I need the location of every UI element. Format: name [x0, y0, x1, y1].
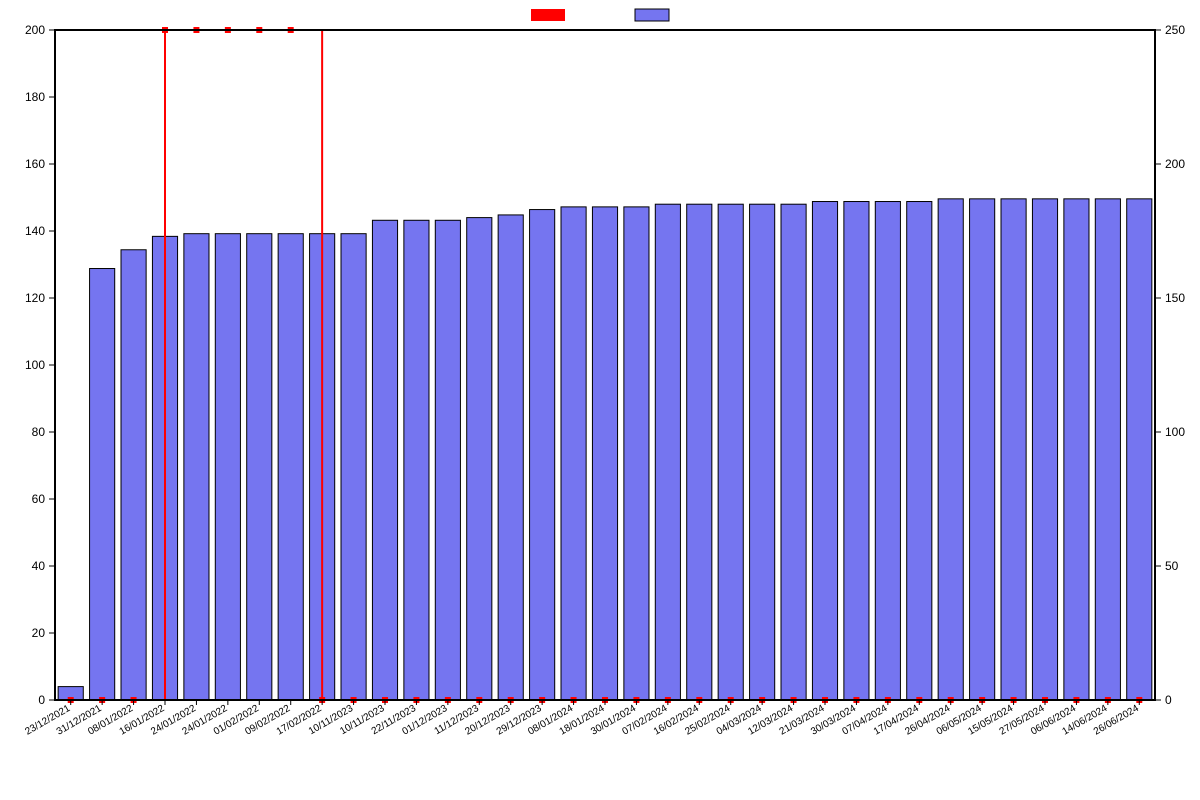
- bar: [498, 215, 523, 700]
- bar: [907, 202, 932, 700]
- y-left-tick-label: 100: [25, 358, 45, 372]
- y-right-tick-label: 0: [1165, 693, 1172, 707]
- chart-svg: 0 20 40 60 80 100 120 140 160 180 200 0 50 100 150 200 2…: [0, 0, 1200, 800]
- bar: [750, 204, 775, 700]
- bar: [1127, 199, 1152, 700]
- bar: [404, 220, 429, 700]
- bar: [1032, 199, 1057, 700]
- bar: [655, 204, 680, 700]
- bar: [215, 234, 240, 700]
- bar: [278, 234, 303, 700]
- y-left-tick-label: 20: [32, 626, 46, 640]
- y-right-tick-label: 50: [1165, 559, 1179, 573]
- bar: [121, 250, 146, 700]
- y-left-tick-label: 160: [25, 157, 45, 171]
- bar: [530, 210, 555, 700]
- bar: [90, 269, 115, 700]
- bar: [1064, 199, 1089, 700]
- bar: [592, 207, 617, 700]
- y-left-tick-label: 60: [32, 492, 46, 506]
- y-left-tick-label: 140: [25, 224, 45, 238]
- bar: [247, 234, 272, 700]
- bar: [561, 207, 586, 700]
- bar: [938, 199, 963, 700]
- bar: [687, 204, 712, 700]
- bar: [184, 234, 209, 700]
- bar: [624, 207, 649, 700]
- bar: [1095, 199, 1120, 700]
- bar: [372, 220, 397, 700]
- y-left-tick-label: 40: [32, 559, 46, 573]
- bar: [341, 234, 366, 700]
- bar: [781, 204, 806, 700]
- y-left-tick-label: 180: [25, 90, 45, 104]
- bar: [718, 204, 743, 700]
- bar: [970, 199, 995, 700]
- chart-container: 0 20 40 60 80 100 120 140 160 180 200 0 50 100 150 200 2…: [0, 0, 1200, 800]
- bar: [844, 202, 869, 700]
- bar: [467, 218, 492, 700]
- y-left-tick-label: 80: [32, 425, 46, 439]
- y-left-tick-label: 0: [38, 693, 45, 707]
- bar: [1001, 199, 1026, 700]
- bar: [812, 202, 837, 700]
- y-left-tick-label: 120: [25, 291, 45, 305]
- legend-swatch-bar: [635, 9, 669, 21]
- y-left-tick-label: 200: [25, 23, 45, 37]
- bar: [435, 220, 460, 700]
- y-right-tick-label: 200: [1165, 157, 1185, 171]
- bar: [875, 202, 900, 700]
- y-right-tick-label: 250: [1165, 23, 1185, 37]
- legend-swatch-line: [531, 9, 565, 21]
- y-right-tick-label: 100: [1165, 425, 1185, 439]
- y-right-tick-label: 150: [1165, 291, 1185, 305]
